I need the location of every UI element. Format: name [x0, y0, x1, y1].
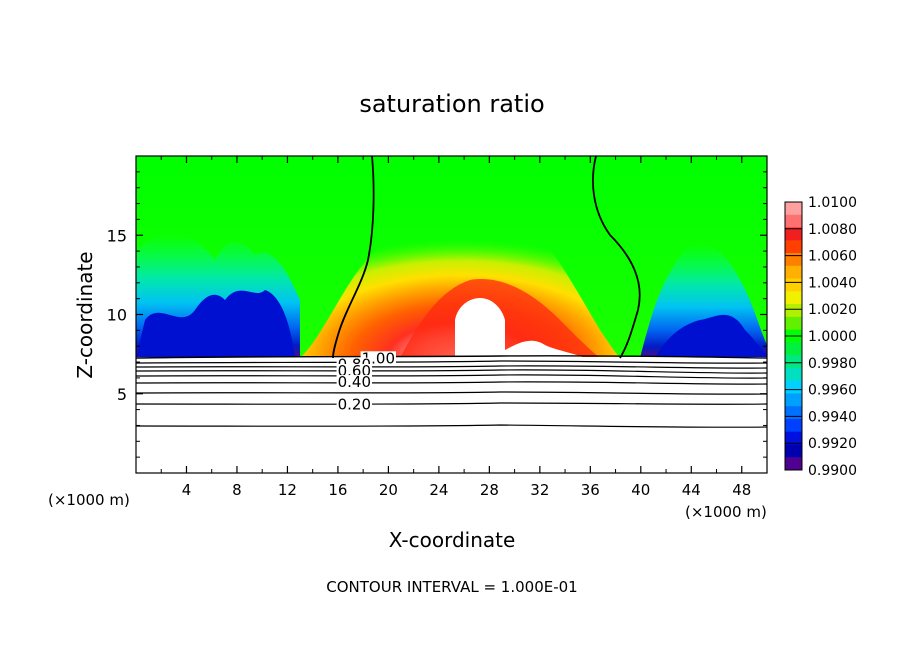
colorbar-label: 0.9960: [808, 383, 857, 399]
contour-label: 0.20: [338, 395, 371, 413]
colorbar-swatch: [785, 227, 802, 241]
white-core: [455, 298, 585, 358]
contour-label: 0.40: [338, 373, 371, 391]
x-tick-label: 36: [581, 481, 600, 499]
colorbar-swatch: [785, 253, 802, 267]
colorbar-label: 0.9940: [808, 409, 857, 425]
y-tick-label: 5: [117, 385, 127, 404]
colorbar-swatch: [785, 367, 802, 382]
x-tick-label: 20: [379, 481, 398, 499]
colorbar-swatch: [785, 431, 802, 445]
x-tick-label: 24: [429, 481, 448, 499]
colorbar-swatch: [785, 444, 802, 458]
contour-label-bg: [336, 397, 373, 412]
colorbar-swatch: [785, 380, 802, 394]
colorbar-swatch: [785, 342, 802, 356]
x-tick-label: 48: [732, 481, 751, 499]
cool-core-left: [136, 290, 295, 358]
colorbar-swatch: [785, 291, 802, 305]
colorbar-label: 0.9920: [808, 436, 857, 452]
colorbar-label: 1.0100: [808, 195, 857, 211]
colorbar-swatch: [785, 316, 802, 331]
x-tick-label: 12: [278, 481, 297, 499]
colorbar-swatch: [785, 406, 802, 420]
colorbar: 1.0100 1.0080 1.0060 1.0040 1.0020 1.0000 0.99…: [784, 195, 857, 479]
y-tick-label: 15: [107, 226, 127, 245]
y-axis-label: Z-coordinate: [73, 251, 97, 378]
contour-lines: [136, 156, 767, 428]
x-axis-label: X-coordinate: [389, 528, 516, 552]
x-tick-label: 4: [182, 481, 192, 499]
colorbar-swatch: [785, 457, 802, 471]
colorbar-swatch: [785, 265, 802, 280]
chart-title: saturation ratio: [359, 90, 544, 118]
x-tick-label: 32: [530, 481, 549, 499]
contour-interval-text: CONTOUR INTERVAL = 1.000E-01: [326, 578, 577, 596]
plot-area: 1.000.800.600.400.20: [136, 156, 767, 473]
x-unit-label-right: (×1000 m): [685, 503, 767, 521]
x-tick-label: 44: [682, 481, 701, 499]
colorbar-swatch: [785, 278, 802, 292]
colorbar-label: 1.0000: [808, 329, 857, 345]
colorbar-label: 1.0080: [808, 222, 857, 238]
contour-label-bg: [336, 375, 373, 390]
colorbar-label: 1.0060: [808, 249, 857, 265]
cool-core-right: [655, 314, 767, 358]
colorbar-swatch: [785, 240, 802, 254]
subsaturated-layer: [136, 357, 767, 473]
colorbar-label: 1.0020: [808, 302, 857, 318]
x-tick-label: 8: [232, 481, 242, 499]
contour-label-bg: [336, 363, 373, 378]
x-tick-label: 16: [328, 481, 347, 499]
y-tick-label: 10: [107, 306, 127, 325]
colorbar-label: 0.9980: [808, 356, 857, 372]
x-unit-label-left: (×1000 m): [48, 491, 130, 509]
colorbar-swatch: [785, 304, 802, 318]
colorbar-label: 0.9900: [808, 463, 857, 479]
colorbar-swatch: [785, 202, 802, 216]
x-tick-label: 28: [480, 481, 499, 499]
colorbar-swatch: [785, 418, 802, 433]
x-tick-label: 40: [631, 481, 650, 499]
colorbar-label: 1.0040: [808, 275, 857, 291]
colorbar-swatch: [785, 214, 802, 229]
colorbar-swatch: [785, 355, 802, 369]
colorbar-swatch: [785, 393, 802, 407]
